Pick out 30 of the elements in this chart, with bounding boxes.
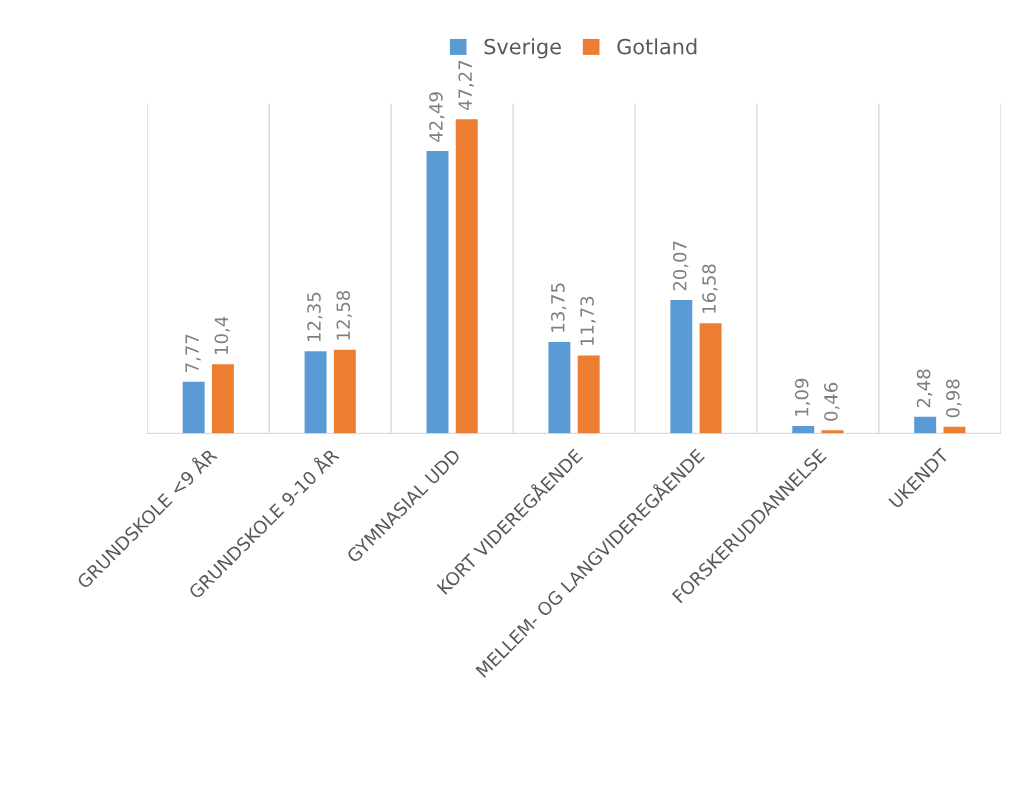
data-label: 42,49 <box>429 92 445 142</box>
data-label: 12,58 <box>336 290 352 340</box>
bar <box>577 355 600 434</box>
data-label: 11,73 <box>580 296 596 346</box>
data-label: 2,48 <box>916 369 933 408</box>
bar <box>304 351 327 434</box>
bar <box>426 151 449 434</box>
legend-label: Sverige <box>484 38 561 59</box>
data-label: 0,98 <box>946 379 962 418</box>
bar <box>333 349 356 434</box>
data-label: 13,75 <box>550 283 567 332</box>
bar <box>792 426 815 434</box>
bar <box>699 323 722 434</box>
data-label: 10,4 <box>214 316 230 354</box>
data-label: 20,07 <box>672 241 689 291</box>
bar <box>211 364 234 434</box>
data-label: 0,46 <box>824 382 840 421</box>
legend-label: Gotland <box>617 38 697 55</box>
data-label: 1,09 <box>794 378 811 416</box>
bar <box>943 426 966 434</box>
bar <box>821 430 844 434</box>
data-label: 16,58 <box>702 264 718 313</box>
data-label: 7,77 <box>185 334 201 372</box>
bar <box>455 119 478 434</box>
bar <box>914 416 937 434</box>
bar <box>670 300 693 434</box>
bar <box>182 381 205 434</box>
data-label: 47,27 <box>458 60 474 111</box>
bar <box>548 341 571 434</box>
data-label: 12,35 <box>307 292 323 341</box>
